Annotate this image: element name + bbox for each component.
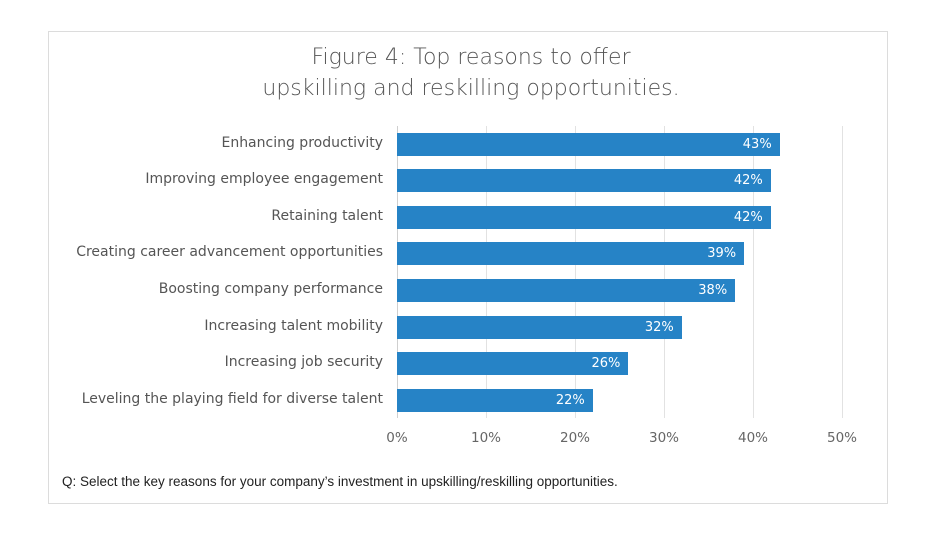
category-label: Creating career advancement opportunitie…: [76, 244, 383, 261]
y-axis-line: [397, 126, 398, 418]
category-label: Increasing talent mobility: [204, 317, 383, 334]
chart-card: [48, 31, 888, 504]
bar-value-label: 42%: [733, 173, 763, 189]
bar-value-label: 26%: [591, 356, 621, 372]
bar: 42%: [397, 169, 771, 193]
bar-value-label: 38%: [698, 282, 728, 298]
category-label: Retaining talent: [271, 207, 383, 224]
bar: 26%: [397, 352, 629, 376]
x-tick-label: 20%: [559, 430, 590, 446]
chart-title-line1: Figure 4: Top reasons to offer: [311, 45, 631, 70]
gridline: [842, 126, 843, 418]
x-tick-label: 40%: [737, 430, 768, 446]
bar: 38%: [397, 278, 736, 302]
bar: 22%: [397, 388, 593, 412]
bar: 43%: [397, 132, 780, 156]
x-tick-label: 0%: [386, 430, 408, 446]
category-label: Improving employee engagement: [145, 171, 383, 188]
category-label: Boosting company performance: [158, 280, 383, 297]
bar: 39%: [397, 242, 745, 266]
category-label: Increasing job security: [224, 354, 383, 371]
bar-value-label: 22%: [555, 392, 585, 408]
gridline: [753, 126, 754, 418]
chart-title: Figure 4: Top reasons to offer upskillin…: [0, 42, 942, 104]
x-tick-label: 30%: [648, 430, 679, 446]
bar-value-label: 39%: [707, 246, 737, 262]
bar: 32%: [397, 315, 682, 339]
plot-area: 43% 42% 42% 39% 38% 32% 26% 22%: [397, 126, 843, 418]
bar-value-label: 43%: [742, 136, 772, 152]
category-label: Enhancing productivity: [221, 134, 383, 151]
survey-question-note: Q: Select the key reasons for your compa…: [62, 474, 618, 489]
x-tick-label: 50%: [826, 430, 857, 446]
gridline: [486, 126, 487, 418]
x-tick-label: 10%: [470, 430, 501, 446]
gridline: [664, 126, 665, 418]
bar-value-label: 32%: [644, 319, 674, 335]
chart-title-line2: upskilling and reskilling opportunities.: [262, 76, 680, 101]
bar: 42%: [397, 205, 771, 229]
gridline: [575, 126, 576, 418]
category-label: Leveling the playing field for diverse t…: [81, 390, 383, 407]
bar-value-label: 42%: [733, 209, 763, 225]
